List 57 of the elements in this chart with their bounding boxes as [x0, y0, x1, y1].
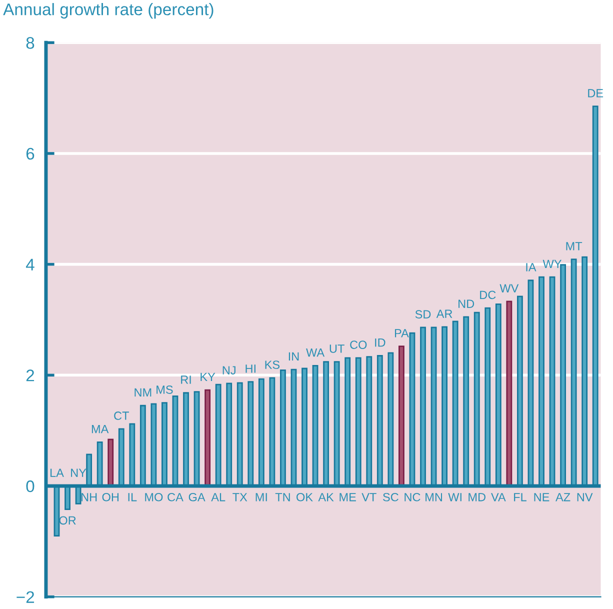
x-tick-label: PA	[394, 329, 409, 338]
x-tick-label: AR	[436, 310, 452, 318]
y-tick-label: 8	[26, 37, 34, 49]
x-tick-label: AZ	[556, 493, 570, 502]
x-tick-label: WI	[448, 493, 462, 502]
x-tick-label: AK	[318, 493, 334, 502]
x-tick-label: DE	[588, 89, 604, 98]
x-tick-label: GA	[188, 492, 206, 502]
x-tick-label: WV	[500, 284, 519, 292]
x-tick-label: ND	[458, 300, 474, 308]
y-tick-label: −2	[16, 591, 34, 603]
x-tick-label: CT	[114, 412, 129, 420]
x-tick-label: SD	[415, 310, 431, 318]
y-tick-label: 4	[26, 258, 34, 270]
x-tick-label: OK	[296, 492, 313, 502]
x-tick-label: HI	[246, 364, 256, 373]
y-tick-label: 2	[26, 370, 34, 382]
x-tick-label: ME	[340, 493, 356, 502]
x-tick-label: FL	[514, 493, 526, 502]
x-tick-label: UT	[330, 344, 344, 353]
x-tick-label: TX	[232, 493, 248, 502]
x-tick-label: VA	[491, 493, 506, 502]
x-tick-label: MT	[566, 242, 582, 250]
x-tick-label: MA	[92, 424, 109, 434]
x-tick-label: CA	[168, 492, 184, 502]
x-tick-label: NY	[71, 468, 86, 477]
x-tick-label: ID	[375, 338, 386, 347]
x-tick-label: MS	[156, 386, 173, 394]
x-tick-label: KY	[200, 372, 216, 382]
x-tick-label: MI	[256, 493, 267, 502]
y-tick-label: 0	[26, 480, 34, 492]
x-tick-label: LA	[50, 468, 64, 477]
x-tick-label: NH	[82, 493, 97, 502]
y-axis-title: Annual growth rate (percent)	[3, 3, 214, 19]
x-tick-label: WA	[306, 348, 325, 357]
x-tick-label: NM	[134, 388, 152, 397]
x-tick-label: SC	[383, 492, 398, 502]
x-tick-label: NV	[577, 493, 593, 502]
x-tick-label: IL	[128, 493, 137, 502]
x-tick-label: DC	[480, 290, 496, 300]
x-tick-label: OH	[102, 492, 118, 502]
x-tick-label: RI	[181, 376, 191, 384]
x-tick-label: MN	[426, 493, 442, 502]
x-tick-label: NE	[534, 493, 550, 502]
y-tick-label: 6	[26, 148, 34, 160]
x-tick-label: NJ	[222, 366, 236, 374]
x-tick-label: TN	[275, 493, 290, 502]
x-tick-label: MD	[468, 493, 486, 502]
x-tick-label: WY	[542, 260, 562, 268]
x-tick-label: MO	[145, 492, 163, 502]
x-tick-label: VT	[362, 493, 376, 502]
x-tick-label: IA	[526, 263, 536, 272]
x-tick-label: CO	[350, 340, 367, 349]
x-tick-label: IN	[288, 352, 299, 360]
x-tick-label: KS	[265, 360, 280, 369]
x-tick-label: NC	[404, 492, 420, 502]
x-tick-label: AL	[211, 493, 226, 502]
